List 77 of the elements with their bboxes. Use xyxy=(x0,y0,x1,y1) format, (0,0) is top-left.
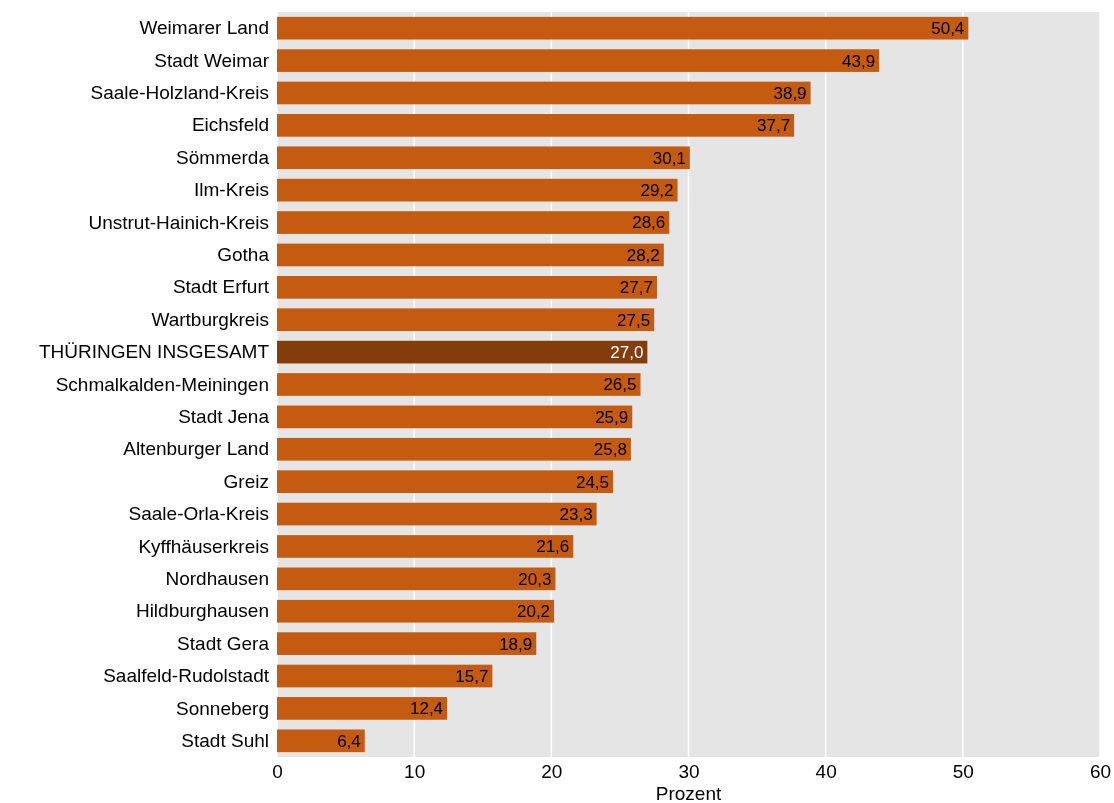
bar xyxy=(277,697,448,720)
bar xyxy=(277,535,574,558)
data-label: 38,9 xyxy=(773,83,807,103)
data-label: 24,5 xyxy=(575,472,610,492)
data-label: 27,5 xyxy=(617,310,651,330)
data-label: 29,2 xyxy=(640,181,674,201)
data-label: 43,9 xyxy=(842,51,876,71)
bar xyxy=(277,340,648,364)
x-tick-label: 20 xyxy=(541,761,563,783)
bar xyxy=(277,729,365,753)
data-label: 18,9 xyxy=(499,634,533,654)
bar xyxy=(277,437,631,461)
y-tick-label: Altenburger Land xyxy=(123,438,269,460)
y-tick-label: Sömmerda xyxy=(176,146,270,168)
bar xyxy=(277,470,614,494)
bar xyxy=(277,243,664,267)
y-tick-label: Stadt Suhl xyxy=(181,729,269,751)
y-tick-label: THÜRINGEN INSGESAMT xyxy=(38,341,270,363)
bar xyxy=(277,275,657,299)
bar xyxy=(277,16,969,40)
data-label: 21,6 xyxy=(536,537,570,557)
y-tick-label: Saale-Orla-Kreis xyxy=(128,503,269,525)
bar xyxy=(277,308,655,332)
y-tick-label: Nordhausen xyxy=(165,567,269,589)
x-tick-label: 10 xyxy=(404,761,426,783)
y-tick-label: Sonneberg xyxy=(176,697,269,719)
x-tick-label: 40 xyxy=(815,761,837,783)
y-tick-label: Wartburgkreis xyxy=(151,308,269,330)
bar xyxy=(277,146,690,170)
data-label: 20,2 xyxy=(516,602,551,622)
y-tick-label: Saalfeld-Rudolstadt xyxy=(103,665,270,687)
data-label: 30,1 xyxy=(652,148,686,168)
data-label: 27,7 xyxy=(619,278,653,298)
bar xyxy=(277,373,641,396)
data-label: 27,0 xyxy=(610,343,644,363)
data-label: 15,7 xyxy=(455,666,489,686)
y-tick-label: Hildburghausen xyxy=(135,600,269,622)
x-tick-label: 60 xyxy=(1089,761,1112,783)
bar xyxy=(277,114,795,137)
y-tick-label: Stadt Gera xyxy=(177,632,270,654)
data-label: 23,3 xyxy=(559,505,593,525)
bar xyxy=(277,81,811,105)
bar xyxy=(277,632,537,655)
y-tick-label: Unstrut-Hainich-Kreis xyxy=(88,211,269,233)
x-tick-label: 30 xyxy=(678,761,700,783)
x-tick-label: 0 xyxy=(272,761,283,783)
data-label: 28,6 xyxy=(632,213,666,233)
data-label: 6,4 xyxy=(337,731,361,751)
bar xyxy=(277,664,493,688)
data-label: 37,7 xyxy=(757,116,791,136)
y-tick-label: Saale-Holzland-Kreis xyxy=(90,82,269,104)
y-tick-label: Stadt Jena xyxy=(178,405,270,427)
bar xyxy=(277,405,633,429)
y-tick-label: Stadt Erfurt xyxy=(172,276,270,298)
bar xyxy=(277,178,678,202)
bar xyxy=(277,49,880,72)
y-tick-label: Stadt Weimar xyxy=(154,49,270,71)
bar xyxy=(277,502,597,526)
data-label: 26,5 xyxy=(603,375,637,395)
y-tick-label: Eichsfeld xyxy=(191,114,269,136)
bar xyxy=(277,567,556,591)
x-axis-title: Prozent xyxy=(655,783,722,803)
y-tick-label: Ilm-Kreis xyxy=(194,179,269,201)
data-label: 50,4 xyxy=(931,19,965,39)
y-tick-label: Schmalkalden-Meiningen xyxy=(55,373,269,395)
data-label: 25,8 xyxy=(593,440,627,460)
data-label: 28,2 xyxy=(626,245,660,265)
bar xyxy=(277,211,670,234)
y-tick-label: Gotha xyxy=(217,244,270,266)
y-tick-label: Weimarer Land xyxy=(139,17,269,39)
data-label: 12,4 xyxy=(409,699,444,719)
data-label: 20,3 xyxy=(518,569,552,589)
y-tick-label: Greiz xyxy=(223,470,269,492)
data-label: 25,9 xyxy=(595,407,629,427)
y-tick-label: Kyffhäuserkreis xyxy=(138,535,269,557)
bar xyxy=(277,599,555,623)
x-tick-label: 50 xyxy=(952,761,974,783)
